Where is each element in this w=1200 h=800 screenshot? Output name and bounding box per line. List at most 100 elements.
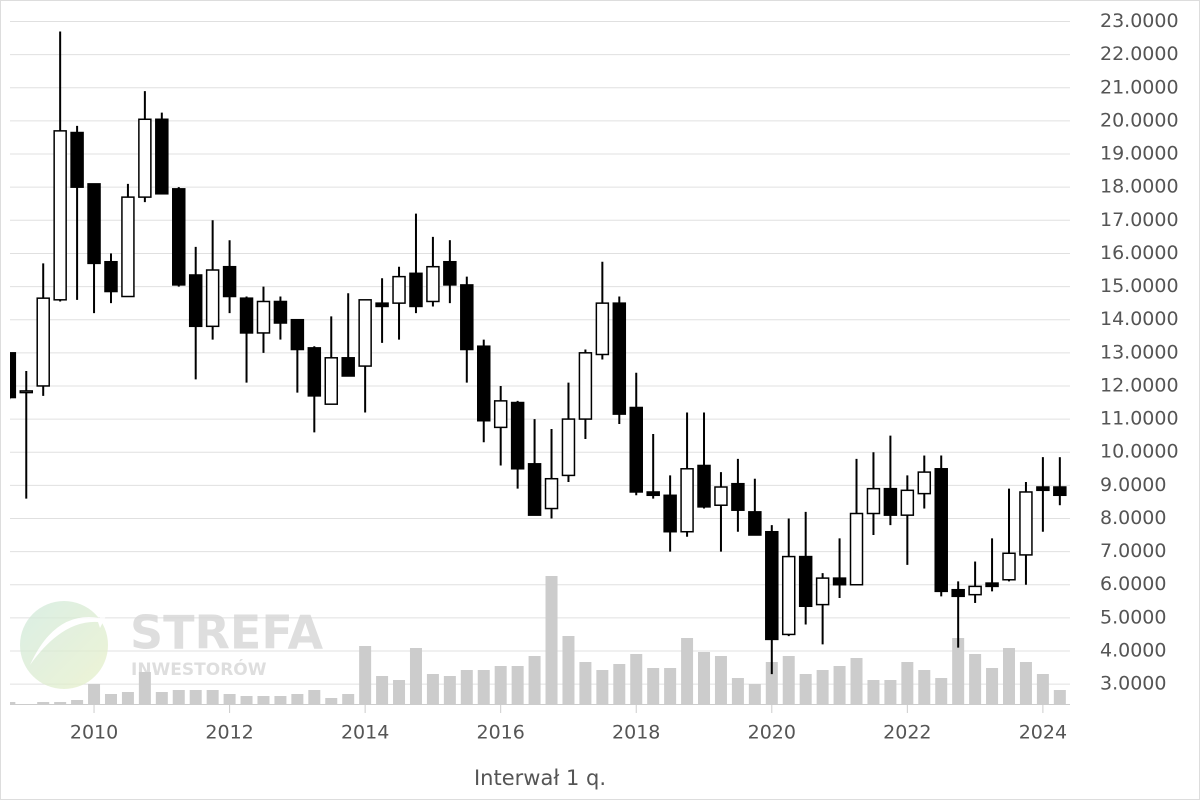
volume-bar	[901, 662, 914, 704]
candle-body	[697, 464, 711, 508]
volume-bar	[596, 670, 609, 704]
candle-body	[409, 272, 423, 308]
candle-body	[70, 131, 84, 188]
volume-bar	[799, 674, 812, 704]
candle-body	[646, 491, 660, 497]
candle-body	[832, 577, 847, 586]
volume-bar	[1053, 690, 1066, 704]
volume-bar	[579, 662, 592, 704]
volume-bar	[494, 666, 507, 704]
candle-body	[239, 297, 254, 334]
candle-body	[222, 265, 237, 298]
candle-body	[341, 357, 355, 377]
y-tick-label: 19.0000	[1100, 143, 1179, 165]
candle-body	[460, 284, 474, 351]
volume-bar	[816, 670, 829, 704]
candle-body	[900, 489, 915, 516]
volume-bar	[189, 690, 202, 704]
y-tick-label: 16.0000	[1100, 242, 1179, 264]
volume-bar	[104, 694, 117, 704]
volume-bar	[460, 670, 473, 704]
candle-body	[748, 511, 762, 536]
y-tick-label: 17.0000	[1100, 209, 1179, 231]
candle-body	[595, 302, 610, 356]
volume-bar	[969, 654, 982, 704]
candle-body	[121, 196, 135, 298]
volume-bar	[528, 656, 541, 704]
logo	[20, 601, 108, 689]
candle-body	[53, 130, 67, 301]
volume-bar	[986, 668, 999, 704]
watermark-subtitle: INWESTORÓW	[131, 658, 267, 680]
volume-bar	[765, 662, 778, 704]
y-tick-label: 22.0000	[1100, 43, 1179, 65]
volume-bar	[562, 636, 575, 704]
y-tick-label: 13.0000	[1100, 341, 1179, 363]
y-tick-label: 12.0000	[1100, 374, 1179, 396]
candle-body	[544, 477, 559, 510]
y-tick-label: 11.0000	[1100, 408, 1179, 430]
volume-layer	[10, 576, 1066, 704]
x-tick-label: 2016	[477, 722, 525, 744]
volume-bar	[918, 670, 931, 704]
y-tick-label: 7.0000	[1100, 540, 1166, 562]
candle-body	[968, 585, 982, 596]
candle-body	[1053, 486, 1067, 497]
volume-bar	[833, 666, 846, 704]
y-tick-label: 10.0000	[1100, 441, 1179, 463]
volume-bar	[223, 694, 236, 704]
watermark-title: STREFA	[130, 606, 323, 660]
volume-bar	[782, 656, 795, 704]
volume-bar	[698, 652, 711, 704]
candle-body	[1036, 486, 1050, 492]
candle-body	[731, 482, 745, 511]
y-tick-label: 23.0000	[1100, 10, 1179, 32]
candle-body	[815, 577, 830, 606]
watermark: STREFA INWESTORÓW	[20, 601, 323, 689]
x-tick-label: 2010	[70, 722, 118, 744]
candle-body	[527, 463, 542, 516]
volume-bar	[681, 638, 694, 704]
x-tick-label: 2024	[1019, 722, 1067, 744]
x-tick-label: 2018	[612, 722, 660, 744]
candle-body	[849, 512, 864, 586]
volume-bar	[409, 648, 422, 704]
y-tick-label: 20.0000	[1100, 109, 1179, 131]
volume-bar	[952, 638, 965, 704]
candle-body	[493, 400, 508, 429]
x-tick-label: 2022	[883, 722, 931, 744]
candle-body	[985, 582, 999, 588]
volume-bar	[714, 656, 727, 704]
volume-bar	[630, 654, 643, 704]
y-tick-label: 8.0000	[1100, 507, 1166, 529]
candle-body	[1019, 491, 1033, 556]
candle-body	[714, 486, 728, 506]
candle-body	[273, 300, 288, 324]
volume-bar	[342, 694, 355, 704]
volume-bar	[206, 690, 219, 704]
x-tick-label: 2012	[205, 722, 253, 744]
volume-bar	[1019, 662, 1032, 704]
candle-body	[426, 265, 440, 303]
candle-body	[781, 555, 796, 636]
candle-layer	[10, 31, 1067, 675]
volume-bar	[155, 692, 168, 704]
volume-bar	[867, 680, 880, 704]
axes: 3.0000 4.0000 5.0000 6.0000 7.0000 8.0000 9.00…	[70, 10, 1179, 743]
volume-bar	[477, 670, 490, 704]
candle-body	[36, 297, 50, 387]
y-tick-label: 15.0000	[1100, 275, 1179, 297]
y-tick-label: 14.0000	[1100, 308, 1179, 330]
volume-bar	[545, 576, 558, 704]
volume-bar	[10, 702, 16, 704]
volume-bar	[935, 678, 948, 704]
volume-bar	[240, 696, 253, 704]
candle-body	[798, 555, 813, 608]
volume-bar	[71, 700, 84, 704]
candle-body	[612, 302, 627, 415]
y-tick-label: 3.0000	[1100, 673, 1166, 695]
volume-bar	[172, 690, 185, 704]
volume-bar	[274, 696, 287, 704]
